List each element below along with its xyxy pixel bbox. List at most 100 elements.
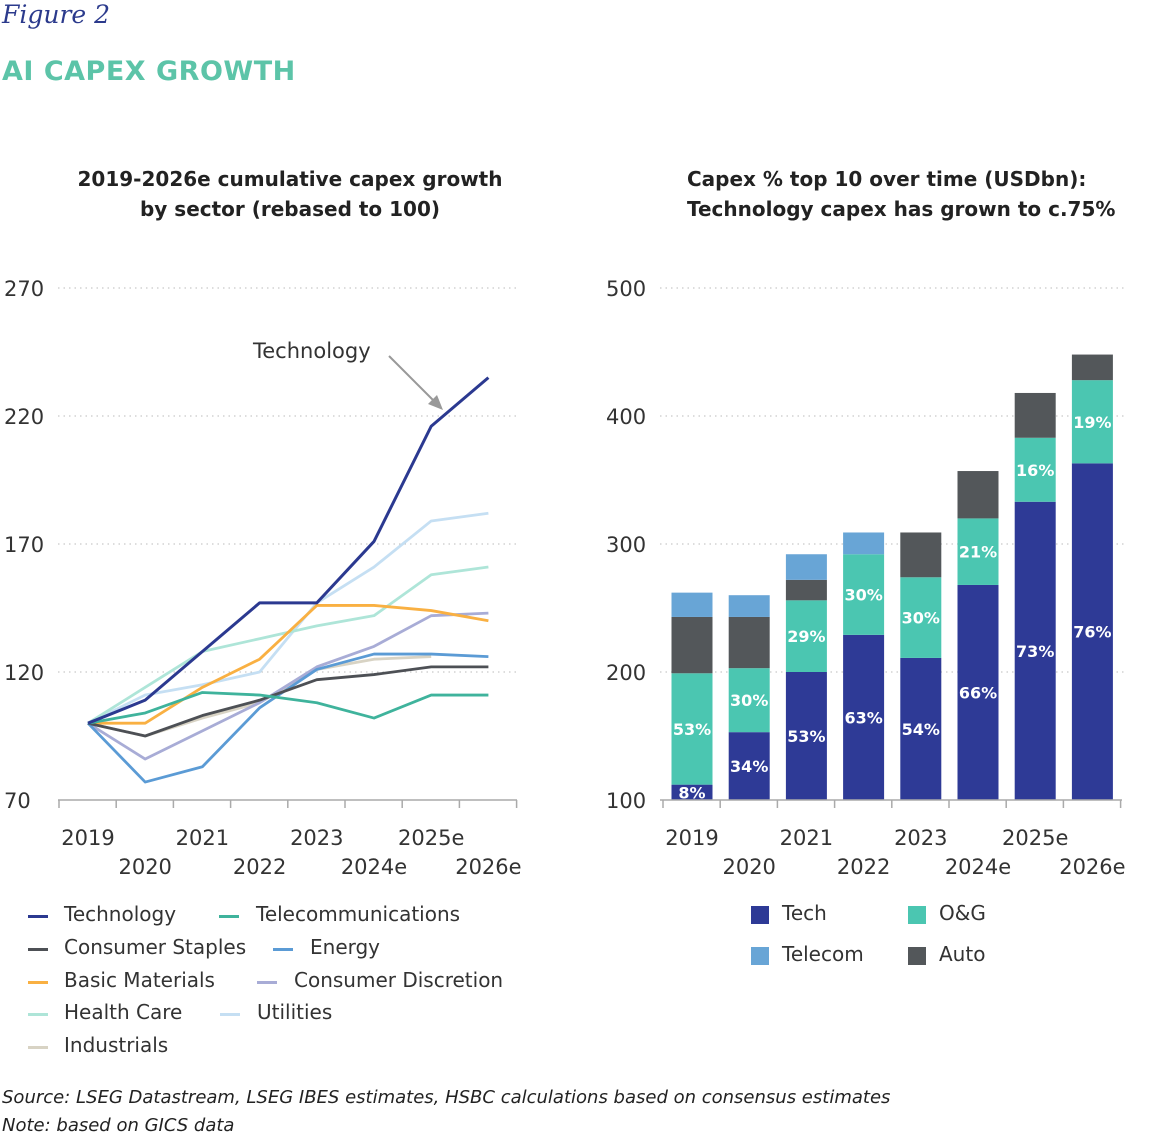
y-tick-label: 200 (606, 661, 646, 685)
y-tick-label: 70 (4, 789, 31, 813)
bar-data-label: 54% (902, 720, 940, 739)
x-tick-label: 2026e (455, 855, 521, 879)
legend-label: Tech (782, 901, 827, 925)
bar-data-label: 19% (1073, 413, 1111, 432)
right-chart-title-line2: Technology capex has grown to c.75% (687, 197, 1116, 221)
legend-label: Health Care (64, 1000, 183, 1024)
legend-swatch (751, 906, 769, 924)
x-tick-label: 2022 (837, 855, 890, 879)
series-line-telecommunications (87, 691, 489, 725)
x-tick-label: 2021 (780, 826, 833, 850)
legend-swatch (908, 906, 926, 924)
legend-swatch (751, 947, 769, 965)
bar-segment-auto (1071, 354, 1113, 381)
legend-swatch (220, 1013, 240, 1016)
legend-swatch (219, 915, 239, 918)
legend-label: Utilities (257, 1000, 333, 1024)
x-tick-label: 2025e (398, 826, 464, 850)
series-line-basic-materials (88, 604, 489, 725)
bar-segment-auto (957, 471, 999, 519)
bar-data-label: 53% (787, 727, 825, 746)
x-tick-label: 2022 (233, 855, 286, 879)
bar-segment-telecom (843, 532, 885, 555)
legend-swatch (28, 915, 48, 918)
y-tick-label: 300 (606, 533, 646, 557)
legend-label: Technology (64, 902, 177, 926)
x-tick-label: 2024e (945, 855, 1011, 879)
y-tick-label: 500 (606, 277, 646, 301)
annotation-arrow-line (388, 355, 434, 401)
legend-label: Telecom (782, 942, 864, 966)
y-tick-label: 270 (4, 277, 44, 301)
figure-title: AI CAPEX GROWTH (2, 56, 296, 87)
figure-label: Figure 2 (2, 0, 111, 29)
bar-segment-og (1071, 380, 1113, 464)
bar-data-label: 30% (902, 609, 940, 628)
bar-segment-tech (1071, 463, 1113, 800)
y-tick-label: 100 (606, 789, 646, 813)
legend-label: Telecommunications (256, 902, 461, 926)
data-note: Note: based on GICS data (2, 1115, 235, 1136)
legend-label: Basic Materials (64, 968, 215, 992)
legend-swatch (28, 1013, 48, 1016)
bar-segment-auto (785, 579, 827, 601)
series-line-consumer-discretion (87, 611, 489, 761)
source-note: Source: LSEG Datastream, LSEG IBES estim… (2, 1087, 891, 1108)
left-chart-title: 2019-2026e cumulative capex growth by se… (40, 164, 540, 224)
left-chart-title-line1: 2019-2026e cumulative capex growth (77, 167, 503, 191)
x-tick-label: 2025e (1002, 826, 1068, 850)
legend-label: Industrials (64, 1033, 169, 1057)
y-tick-label: 170 (4, 533, 44, 557)
left-chart-title-line2: by sector (rebased to 100) (139, 197, 441, 221)
series-line-technology (87, 376, 490, 725)
bar-segment-og (957, 518, 999, 585)
bar-segment-og (728, 668, 770, 733)
bar-segment-tech (728, 732, 770, 800)
bar-segment-auto (728, 616, 770, 669)
bar-segment-tech (785, 672, 827, 800)
legend-swatch (28, 948, 48, 951)
bar-data-label: 21% (959, 543, 997, 562)
bar-segment-og (843, 554, 885, 635)
annotation-arrow-head-icon (428, 395, 443, 410)
bar-segment-og (1014, 437, 1056, 502)
bar-data-label: 16% (1016, 461, 1054, 480)
legend-label: Auto (939, 942, 986, 966)
legend-swatch (908, 947, 926, 965)
x-tick-label: 2019 (665, 826, 718, 850)
legend-label: Energy (310, 935, 381, 959)
bar-segment-telecom (785, 554, 827, 580)
legend-label: Consumer Discretion (294, 968, 504, 992)
bar-segment-tech (900, 657, 942, 800)
bar-segment-og (671, 673, 713, 785)
x-tick-label: 2026e (1059, 855, 1125, 879)
legend-label: Consumer Staples (64, 935, 247, 959)
x-tick-label: 2023 (894, 826, 947, 850)
right-chart-title-line1: Capex % top 10 over time (USDbn): (687, 167, 1087, 191)
bar-segment-tech (1014, 501, 1056, 800)
x-tick-label: 2019 (61, 826, 114, 850)
right-chart-title: Capex % top 10 over time (USDbn): Techno… (687, 164, 1115, 224)
bar-segment-og (785, 600, 827, 672)
bar-data-label: 30% (730, 691, 768, 710)
series-line-consumer-staples (87, 665, 489, 738)
bar-segment-auto (900, 532, 942, 578)
bar-data-label: 76% (1073, 623, 1111, 642)
legend-swatch (28, 1046, 48, 1049)
x-tick-label: 2020 (118, 855, 171, 879)
series-line-energy (86, 652, 489, 784)
bar-data-label: 8% (678, 783, 705, 802)
x-tick-label: 2024e (341, 855, 407, 879)
bar-segment-auto (1014, 392, 1056, 438)
bar-data-label: 34% (730, 757, 768, 776)
bar-data-label: 29% (787, 627, 825, 646)
bar-segment-telecom (671, 592, 713, 617)
bar-segment-auto (671, 616, 713, 674)
x-tick-label: 2020 (722, 855, 775, 879)
bar-segment-tech (843, 634, 885, 800)
bar-data-label: 30% (844, 586, 882, 605)
bar-segment-tech (957, 584, 999, 800)
y-tick-label: 120 (4, 661, 44, 685)
bar-chart: 100 200 300 400 500 8% 53% 2019 34% 30% 2020 53% 29%… (606, 277, 1126, 879)
